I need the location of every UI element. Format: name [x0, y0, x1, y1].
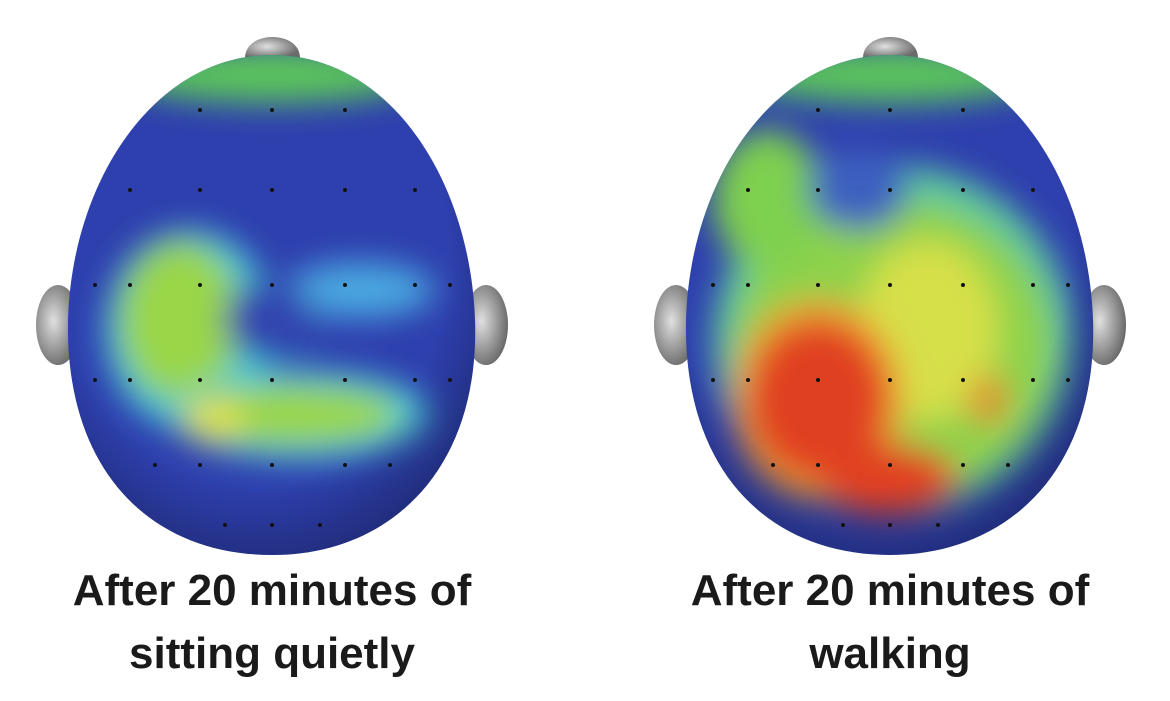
caption-line: After 20 minutes of — [73, 566, 472, 615]
caption-line: sitting quietly — [129, 629, 416, 678]
head-sitting — [36, 37, 508, 555]
head-walking — [654, 37, 1126, 555]
caption-line: walking — [808, 629, 970, 678]
caption-line: After 20 minutes of — [691, 566, 1090, 615]
